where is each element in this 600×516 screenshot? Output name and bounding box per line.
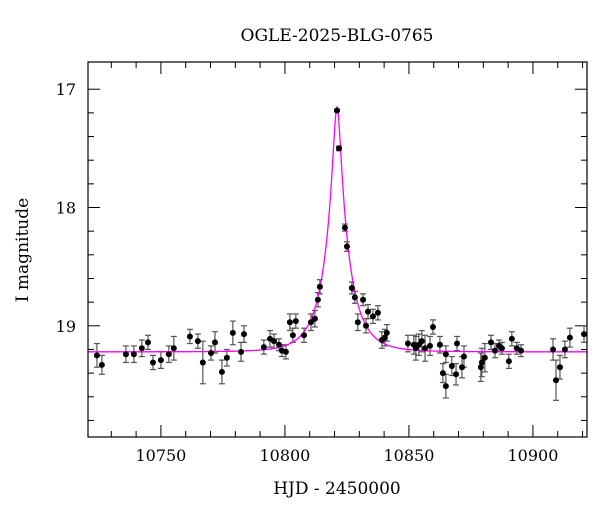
data-points	[93, 107, 588, 390]
data-point	[260, 344, 267, 351]
data-point	[301, 332, 308, 339]
data-point	[427, 342, 434, 349]
chart-title: OGLE-2025-BLG-0765	[241, 26, 434, 46]
data-point	[453, 371, 460, 378]
data-point	[145, 339, 152, 346]
data-point	[98, 361, 105, 368]
data-point	[314, 296, 321, 303]
data-point	[491, 347, 498, 354]
data-point	[275, 341, 282, 348]
data-point	[165, 351, 172, 358]
data-point	[194, 338, 201, 345]
data-point	[442, 351, 449, 358]
data-point	[581, 331, 588, 338]
data-point	[341, 224, 348, 231]
data-point	[93, 352, 100, 359]
data-point	[130, 351, 137, 358]
data-point	[282, 348, 289, 355]
y-tick-label: 19	[56, 317, 76, 336]
plot-frame	[87, 61, 588, 438]
data-point	[360, 296, 367, 303]
data-point	[311, 315, 318, 322]
data-point	[122, 351, 129, 358]
data-point	[157, 357, 164, 364]
x-tick-label: 10800	[259, 446, 310, 465]
data-point	[478, 359, 485, 366]
data-point	[286, 319, 293, 326]
data-point	[518, 347, 525, 354]
x-tick-label: 10900	[507, 446, 558, 465]
data-point	[271, 338, 278, 345]
data-point	[481, 354, 488, 361]
data-point	[488, 339, 495, 346]
x-tick-label: 10850	[383, 446, 434, 465]
data-point	[218, 368, 225, 375]
data-point	[149, 359, 156, 366]
model-curve	[88, 105, 587, 353]
data-point	[556, 364, 563, 371]
data-point	[240, 331, 247, 338]
x-tick-label: 10750	[135, 446, 186, 465]
data-point	[334, 107, 341, 114]
data-point	[381, 334, 388, 341]
data-point	[552, 377, 559, 384]
data-point	[208, 350, 215, 357]
data-point	[289, 332, 296, 339]
data-point	[186, 333, 193, 340]
x-axis-label: HJD - 2450000	[273, 479, 401, 499]
y-tick-label: 18	[56, 199, 76, 218]
data-point	[566, 334, 573, 341]
data-point	[454, 340, 461, 347]
data-point	[561, 346, 568, 353]
data-point	[238, 348, 245, 355]
data-point	[383, 329, 390, 336]
data-point	[363, 322, 370, 329]
data-point	[404, 340, 411, 347]
data-point	[369, 313, 376, 320]
data-point	[354, 319, 361, 326]
data-point	[460, 353, 467, 360]
data-point	[436, 341, 443, 348]
data-point	[292, 318, 299, 325]
data-point	[459, 364, 466, 371]
data-point	[211, 339, 218, 346]
data-point	[348, 284, 355, 291]
data-point	[448, 363, 455, 370]
data-point	[199, 359, 206, 366]
data-point	[442, 383, 449, 390]
axis-ticks	[88, 62, 587, 437]
data-point	[138, 345, 145, 352]
data-point	[418, 338, 425, 345]
data-point	[508, 335, 515, 342]
y-axis-label: I magnitude	[13, 198, 33, 302]
y-tick-label: 17	[56, 80, 76, 99]
data-point	[335, 145, 342, 152]
data-point	[498, 345, 505, 352]
data-point	[170, 345, 177, 352]
data-point	[343, 243, 350, 250]
data-point	[365, 308, 372, 315]
data-point	[316, 283, 323, 290]
data-point	[229, 329, 236, 336]
data-point	[374, 309, 381, 316]
data-point	[307, 319, 314, 326]
data-point	[223, 354, 230, 361]
data-point	[477, 364, 484, 371]
tick-labels: 10750 10800 10850 10900 17 18 19	[56, 80, 559, 465]
data-point	[429, 323, 436, 330]
data-point	[505, 358, 512, 365]
data-point	[351, 294, 358, 301]
data-point	[550, 346, 557, 353]
data-point	[422, 345, 429, 352]
data-point	[439, 370, 446, 377]
